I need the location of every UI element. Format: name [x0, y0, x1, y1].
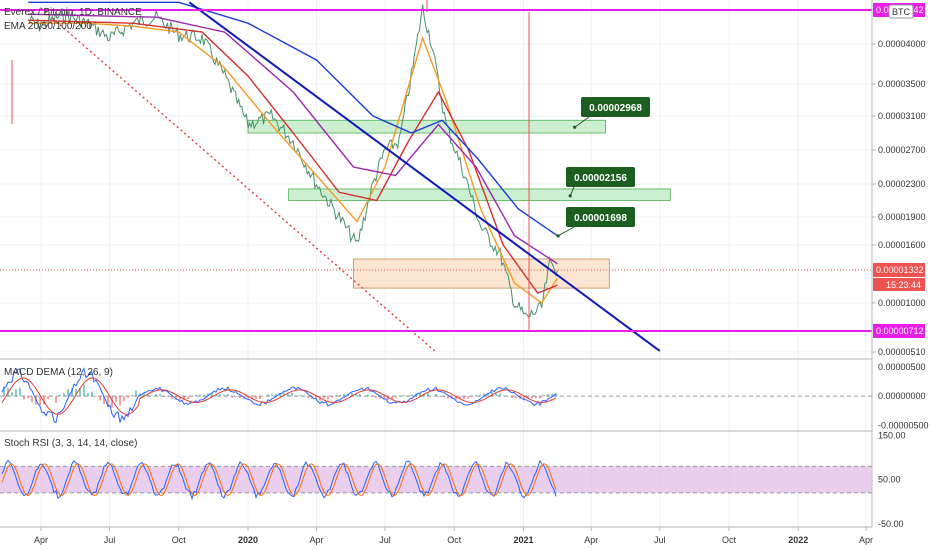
date-tick-label: Jul [379, 535, 391, 545]
callout-anchor [556, 234, 560, 238]
countdown-label: 15:23:44 [886, 280, 921, 290]
callout-label: 0.00002968 [589, 103, 642, 114]
ema-200-line [28, 1, 558, 237]
stoch-tick-label: 150.00 [878, 431, 906, 441]
callout-pointer [557, 226, 575, 237]
macd-legend[interactable]: MACD DEMA (12, 26, 9) [4, 367, 113, 378]
date-tick-label: Apr [584, 535, 598, 545]
ema-20-line [28, 22, 558, 305]
date-tick-label: Apr [34, 535, 48, 545]
date-tick-label: 2021 [513, 535, 533, 545]
support-trendline [40, 7, 436, 352]
date-tick-label: Apr [309, 535, 323, 545]
callout-anchor [573, 125, 577, 129]
callout-label: 0.00002156 [574, 173, 627, 184]
date-axis[interactable]: Apr Jul Oct 2020 Apr Jul Oct 2021 Apr Jul Oct 2022 A… [34, 527, 873, 545]
trendlines [40, 1, 661, 352]
date-tick-label: 2022 [788, 535, 808, 545]
target-zone [288, 188, 671, 201]
callout-box [581, 97, 650, 117]
stoch-k-line [1, 459, 557, 501]
ema-100-line [28, 13, 558, 265]
stoch-rsi-pane: 150.00 50.00 -50.00 [0, 431, 906, 529]
last-price-label: 0.00001332 [876, 265, 924, 275]
price-tick-label: 0.00000510 [878, 347, 926, 357]
level-price-tag [873, 324, 925, 338]
indicator-legend[interactable]: EMA 20/50/100/200 [4, 21, 92, 32]
callout-pointer [574, 116, 590, 128]
price-tick-label: 0.00004000 [878, 39, 926, 49]
date-tick-label: Jul [654, 535, 666, 545]
last-price-tag [873, 263, 925, 277]
callout-box [566, 167, 635, 187]
date-tick-label: Oct [447, 535, 462, 545]
callout-pointer [569, 186, 575, 197]
macd-pane: 0.00000500 0.00000000 -0.00000500 [0, 362, 929, 430]
callout-box [566, 207, 635, 227]
currency-badge[interactable] [888, 4, 914, 19]
price-callouts: 0.00002968 0.00002156 0.00001698 [556, 97, 650, 238]
downtrend-trendline [188, 1, 661, 352]
price-tick-label: 0.00001000 [878, 298, 926, 308]
price-tick-label: 0.00001900 [878, 212, 926, 222]
macd-signal-line [1, 377, 557, 415]
stoch-tick-label: -50.00 [878, 519, 904, 529]
macd-tick-label: 0.00000500 [878, 362, 926, 372]
date-tick-label: Oct [172, 535, 187, 545]
countdown-tag [873, 278, 925, 291]
macd-line [1, 367, 557, 424]
callout-anchor [568, 194, 572, 198]
stoch-tick-label: 50.00 [878, 475, 901, 485]
stoch-rsi-legend[interactable]: Stoch RSI (3, 3, 14, 14, close) [4, 438, 137, 449]
entry-zone [352, 258, 610, 289]
date-tick-label: Jul [104, 535, 116, 545]
price-tick-label: 0.00003500 [878, 79, 926, 89]
chart-title: Everex / Bitcoin, 1D, BINANCE [4, 7, 142, 18]
macd-tick-label: 0.00000000 [878, 391, 926, 401]
ema-50-line [28, 19, 558, 294]
stoch-d-line [1, 463, 557, 497]
date-tick-label: Oct [722, 535, 737, 545]
currency-badge-label: BTC [892, 7, 911, 17]
price-tick-label: 0.00002700 [878, 145, 926, 155]
price-tick-label: 0.00001600 [878, 240, 926, 250]
price-tick-label: 0.00002300 [878, 179, 926, 189]
price-series-line [27, 4, 558, 318]
level-price-label: 0.00000712 [876, 326, 924, 336]
grid-lines [0, 0, 872, 527]
date-tick-label: Apr [859, 535, 873, 545]
callout-label: 0.00001698 [574, 213, 627, 224]
macd-tick-label: -0.00000500 [878, 420, 929, 430]
price-and-ema-series [11, 0, 558, 330]
price-axis[interactable]: 0.00004000 0.00003500 0.00003100 0.00002700… [872, 39, 926, 357]
date-tick-label: 2020 [238, 535, 258, 545]
price-tick-label: 0.00003100 [878, 111, 926, 121]
